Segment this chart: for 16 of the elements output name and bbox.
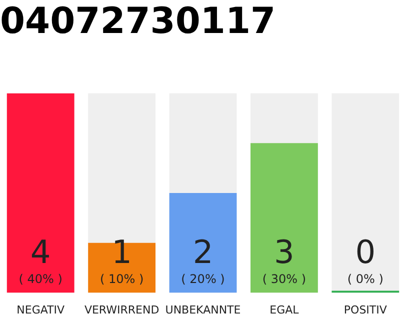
x-tick-label: NEGATIV: [16, 303, 65, 316]
x-tick-label: POSITIV: [344, 303, 388, 316]
annotation: ( 10% ): [100, 272, 144, 286]
data-label: 4: [30, 232, 51, 271]
x-tick-label: EGAL: [270, 303, 300, 316]
annotation: ( 0% ): [347, 272, 384, 286]
annotation: ( 20% ): [181, 272, 225, 286]
data-label: 2: [192, 232, 214, 271]
chart-title: 04072730117: [0, 0, 276, 42]
annotation: ( 40% ): [18, 272, 62, 286]
data-label: 0: [355, 232, 376, 271]
data-label: 3: [274, 232, 294, 271]
x-tick-label: UNBEKANNTE: [165, 303, 241, 316]
annotation: ( 30% ): [262, 272, 306, 286]
data-label: 1: [112, 232, 132, 271]
x-tick-label: VERWIRREND: [84, 303, 160, 316]
